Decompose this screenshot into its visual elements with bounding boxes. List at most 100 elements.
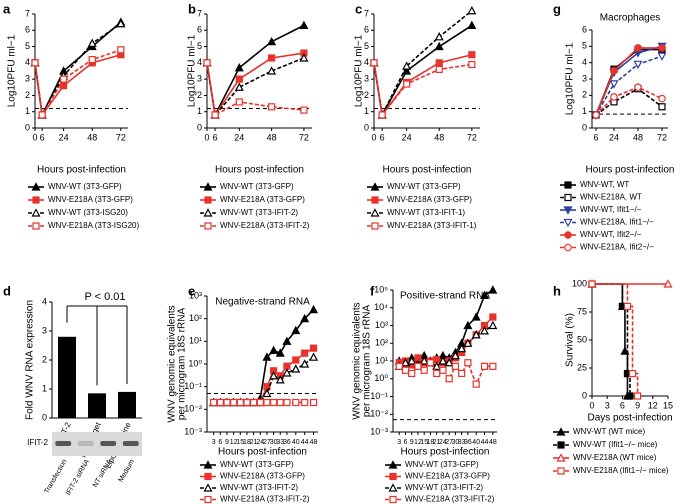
y-tick-label: 10¹ <box>189 336 202 346</box>
marker <box>267 66 277 75</box>
legend-label: WNV-WT (3T3-IFIT-2) <box>220 208 298 217</box>
marker <box>299 53 309 62</box>
marker <box>210 398 218 407</box>
legend-label: WNV-E218A (3T3-ISG20) <box>48 221 139 230</box>
x-tick-label: 6 <box>213 132 218 142</box>
marker <box>471 330 481 339</box>
marker <box>234 62 244 72</box>
marker <box>432 361 442 370</box>
marker <box>211 111 219 119</box>
y-tick-label: 2 <box>25 90 30 100</box>
panel-letter: g <box>553 1 561 16</box>
legend-marker <box>371 222 379 230</box>
x-tick-label: 72 <box>116 132 126 142</box>
x-tick-label: 24 <box>402 132 412 142</box>
legend-label: WNV-WT (3T3-ISG20) <box>48 208 128 217</box>
legend-marker <box>370 208 380 217</box>
y-tick-label: 6 <box>364 25 369 35</box>
marker <box>457 343 467 353</box>
marker <box>300 106 308 114</box>
y-tick-label: 6 <box>197 25 202 35</box>
marker <box>489 313 497 321</box>
legend-marker <box>204 495 212 504</box>
marker <box>628 370 637 378</box>
x-tick-label: 6 <box>218 439 222 446</box>
x-tick-label: 15 <box>420 439 428 446</box>
x-tick-label: 48 <box>633 132 643 142</box>
y-tick-label: 25 <box>577 362 587 372</box>
marker <box>275 375 285 384</box>
x-tick-label: 21 <box>433 439 441 446</box>
marker <box>87 38 97 47</box>
marker <box>433 369 441 378</box>
y-tick-label: 3 <box>25 74 30 84</box>
legend-marker <box>557 441 565 449</box>
x-tick-label: 15 <box>663 400 673 410</box>
y-axis-label: WNV genomic equivalents <box>167 305 178 422</box>
y-tick-label: 10² <box>375 338 388 348</box>
marker <box>291 364 301 373</box>
x-tick-label: 36 <box>283 439 291 446</box>
x-axis-label: Hours post-infection <box>383 165 472 176</box>
legend-label: WNV-E218A (3T3-GFP) <box>48 195 133 204</box>
marker <box>419 356 429 365</box>
gel-band <box>122 441 139 446</box>
x-tick-label: 0 <box>32 132 37 142</box>
marker <box>435 59 443 67</box>
y-tick-label: 1 <box>25 106 30 116</box>
series-line <box>206 52 305 118</box>
x-tick-label: 27 <box>263 439 271 446</box>
bar <box>88 393 106 418</box>
x-tick-label: 15 <box>236 439 244 446</box>
legend-label: WNV-WT (3T3-GFP) <box>387 182 461 191</box>
marker <box>609 80 619 89</box>
series-line <box>595 55 663 116</box>
marker <box>256 398 264 407</box>
marker <box>283 398 291 407</box>
y-axis-label: Log10PFU ml−1 <box>565 42 576 115</box>
y-tick-label: 10⁻³ <box>370 426 388 436</box>
marker <box>309 398 318 407</box>
x-axis-label: Hours post-infection <box>37 165 126 176</box>
y-tick-label: 10⁻² <box>370 409 388 419</box>
legend-marker <box>32 222 40 230</box>
marker <box>480 326 490 335</box>
legend-marker <box>370 182 380 191</box>
x-tick-label: 48 <box>87 132 97 142</box>
marker <box>450 350 460 360</box>
marker <box>117 46 125 54</box>
marker <box>309 344 318 352</box>
legend-label: WNV-E218A (WT mice) <box>573 453 657 462</box>
marker <box>458 369 466 378</box>
y-tick-label: 0 <box>25 122 30 132</box>
x-tick-label: 24 <box>59 132 69 142</box>
x-tick-label: 21 <box>250 439 258 446</box>
x-axis-label: Hours post-infection <box>218 447 307 458</box>
x-tick-label: 36 <box>464 439 472 446</box>
bar <box>58 336 76 418</box>
y-tick-label: 5 <box>197 41 202 51</box>
y-tick-label: 10⁰ <box>374 373 388 383</box>
series-line <box>595 86 663 116</box>
legend-marker <box>204 472 212 481</box>
marker <box>309 304 319 314</box>
legend-marker <box>203 460 213 469</box>
legend-marker <box>564 231 572 239</box>
marker <box>489 362 497 370</box>
marker <box>467 5 477 15</box>
panel-letter: a <box>3 1 11 16</box>
legend-marker <box>203 182 213 191</box>
marker <box>203 59 211 67</box>
marker <box>468 60 476 69</box>
marker <box>276 398 284 407</box>
legend-marker <box>564 193 572 202</box>
marker <box>235 75 243 83</box>
marker <box>292 398 300 407</box>
legend-marker <box>31 182 41 191</box>
x-tick-label: 3 <box>397 439 401 446</box>
legend-label: WNV-E218A (3T3-GFP) <box>387 195 472 204</box>
y-tick-label: 10³ <box>189 290 202 300</box>
y-tick-label: 4 <box>25 57 30 67</box>
x-tick-label: 6 <box>620 400 625 410</box>
